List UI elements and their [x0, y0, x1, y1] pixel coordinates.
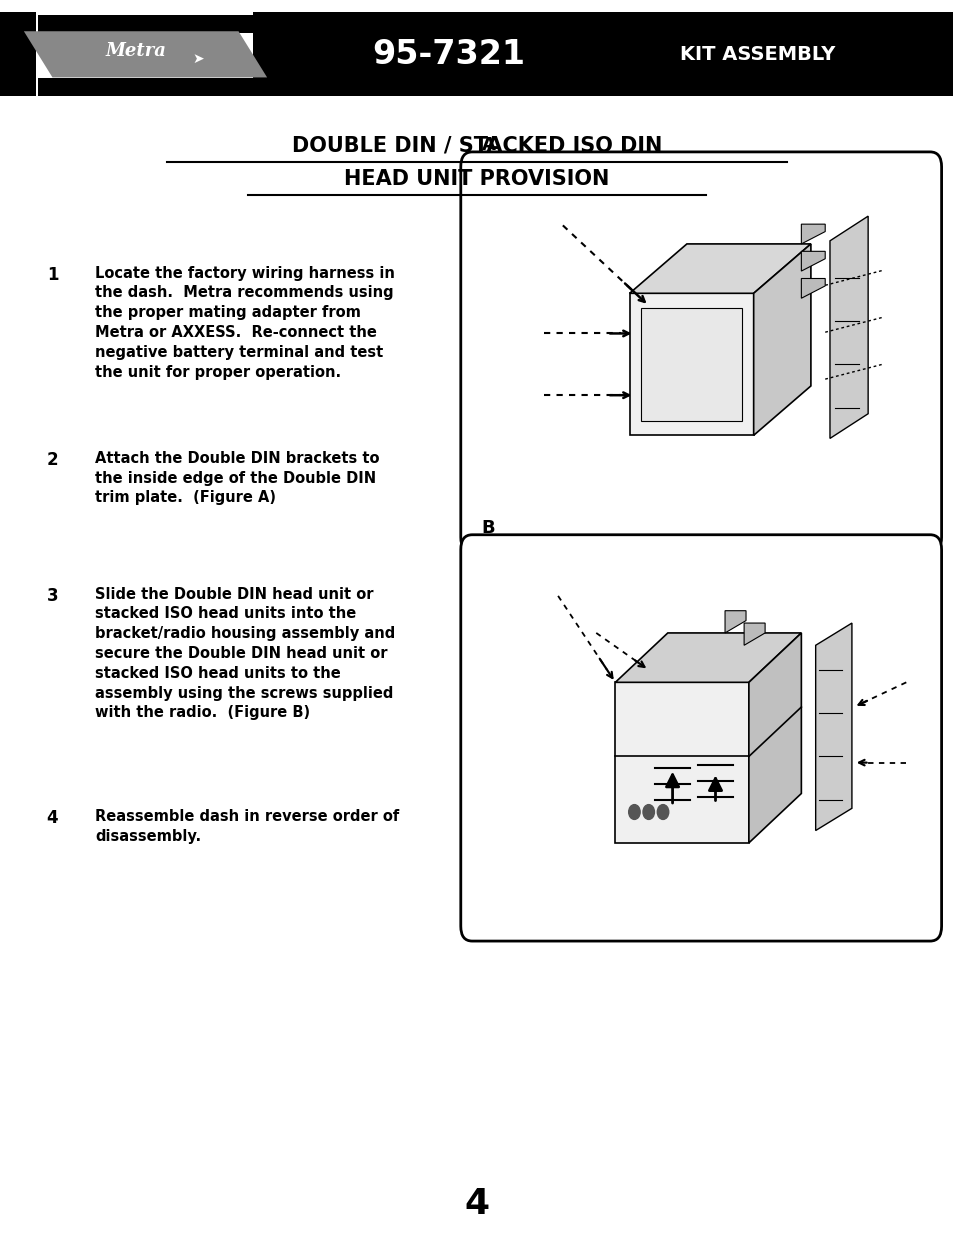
- Text: Reassemble dash in reverse order of
disassembly.: Reassemble dash in reverse order of disa…: [95, 809, 399, 844]
- Bar: [38, 78, 253, 96]
- Bar: [0, 12, 953, 96]
- Text: B: B: [481, 519, 495, 537]
- Text: 3: 3: [47, 587, 58, 605]
- FancyBboxPatch shape: [460, 535, 941, 941]
- Text: 2: 2: [47, 451, 58, 469]
- Circle shape: [642, 805, 654, 820]
- Text: 95-7321: 95-7321: [373, 38, 525, 70]
- Text: KIT ASSEMBLY: KIT ASSEMBLY: [679, 44, 835, 64]
- Text: HEAD UNIT PROVISION: HEAD UNIT PROVISION: [344, 169, 609, 189]
- Text: 1: 1: [47, 266, 58, 284]
- Polygon shape: [748, 632, 801, 842]
- Polygon shape: [815, 622, 851, 830]
- Text: Slide the Double DIN head unit or
stacked ISO head units into the
bracket/radio : Slide the Double DIN head unit or stacke…: [95, 587, 395, 720]
- Polygon shape: [743, 622, 764, 645]
- Text: Attach the Double DIN brackets to
the inside edge of the Double DIN
trim plate. : Attach the Double DIN brackets to the in…: [95, 451, 379, 505]
- Text: 4: 4: [464, 1187, 489, 1221]
- Text: ➤: ➤: [192, 52, 204, 67]
- Polygon shape: [629, 294, 753, 436]
- Bar: [0, 12, 36, 96]
- Polygon shape: [801, 225, 824, 245]
- Polygon shape: [724, 611, 745, 632]
- Bar: [38, 15, 253, 33]
- Polygon shape: [801, 252, 824, 272]
- Polygon shape: [801, 279, 824, 299]
- Text: Locate the factory wiring harness in
the dash.  Metra recommends using
the prope: Locate the factory wiring harness in the…: [95, 266, 395, 379]
- Polygon shape: [629, 245, 810, 294]
- Text: 4: 4: [47, 809, 58, 827]
- Text: A: A: [481, 136, 496, 154]
- Polygon shape: [753, 245, 810, 436]
- Text: Metra: Metra: [106, 42, 166, 59]
- Bar: [0, 12, 253, 96]
- Polygon shape: [640, 309, 741, 420]
- Polygon shape: [615, 632, 801, 682]
- Circle shape: [628, 805, 639, 820]
- Polygon shape: [615, 682, 748, 842]
- Circle shape: [657, 805, 668, 820]
- FancyBboxPatch shape: [460, 152, 941, 552]
- Polygon shape: [829, 216, 867, 438]
- Polygon shape: [24, 31, 267, 78]
- Text: DOUBLE DIN / STACKED ISO DIN: DOUBLE DIN / STACKED ISO DIN: [292, 136, 661, 156]
